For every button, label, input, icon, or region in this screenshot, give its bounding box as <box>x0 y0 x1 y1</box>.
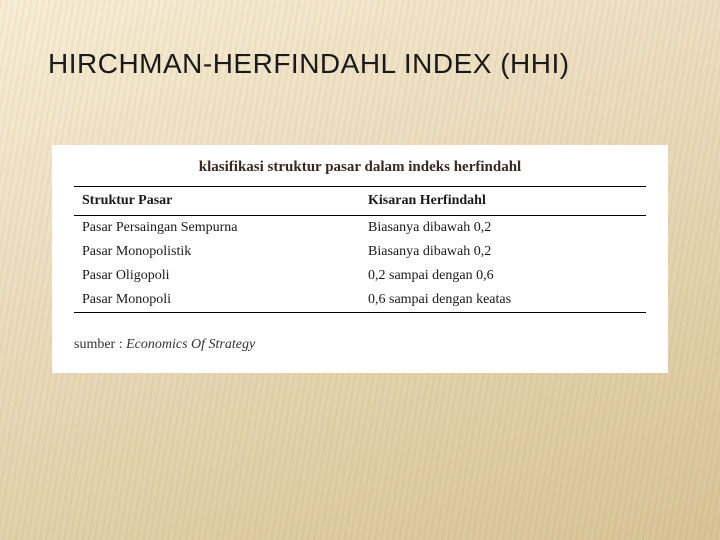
table-header-row: Struktur Pasar Kisaran Herfindahl <box>74 187 646 216</box>
table-caption: klasifikasi struktur pasar dalam indeks … <box>74 159 646 176</box>
cell-struktur: Pasar Persaingan Sempurna <box>74 216 360 241</box>
cell-struktur: Pasar Monopoli <box>74 288 360 313</box>
table-row: Pasar Monopoli 0,6 sampai dengan keatas <box>74 288 646 313</box>
table-row: Pasar Monopolistik Biasanya dibawah 0,2 <box>74 240 646 264</box>
source-prefix: sumber : <box>74 337 126 352</box>
cell-kisaran: 0,2 sampai dengan 0,6 <box>360 264 646 288</box>
col-header-struktur: Struktur Pasar <box>74 187 360 216</box>
cell-kisaran: Biasanya dibawah 0,2 <box>360 240 646 264</box>
source-line: sumber : Economics Of Strategy <box>74 337 646 353</box>
table-row: Pasar Oligopoli 0,2 sampai dengan 0,6 <box>74 264 646 288</box>
table-row: Pasar Persaingan Sempurna Biasanya dibaw… <box>74 216 646 241</box>
cell-kisaran: 0,6 sampai dengan keatas <box>360 288 646 313</box>
col-header-kisaran: Kisaran Herfindahl <box>360 187 646 216</box>
content-box: klasifikasi struktur pasar dalam indeks … <box>52 145 668 373</box>
hhi-table: Struktur Pasar Kisaran Herfindahl Pasar … <box>74 186 646 313</box>
cell-struktur: Pasar Monopolistik <box>74 240 360 264</box>
source-title: Economics Of Strategy <box>126 337 255 352</box>
cell-kisaran: Biasanya dibawah 0,2 <box>360 216 646 241</box>
cell-struktur: Pasar Oligopoli <box>74 264 360 288</box>
slide-title: HIRCHMAN-HERFINDAHL INDEX (HHI) <box>48 48 570 80</box>
